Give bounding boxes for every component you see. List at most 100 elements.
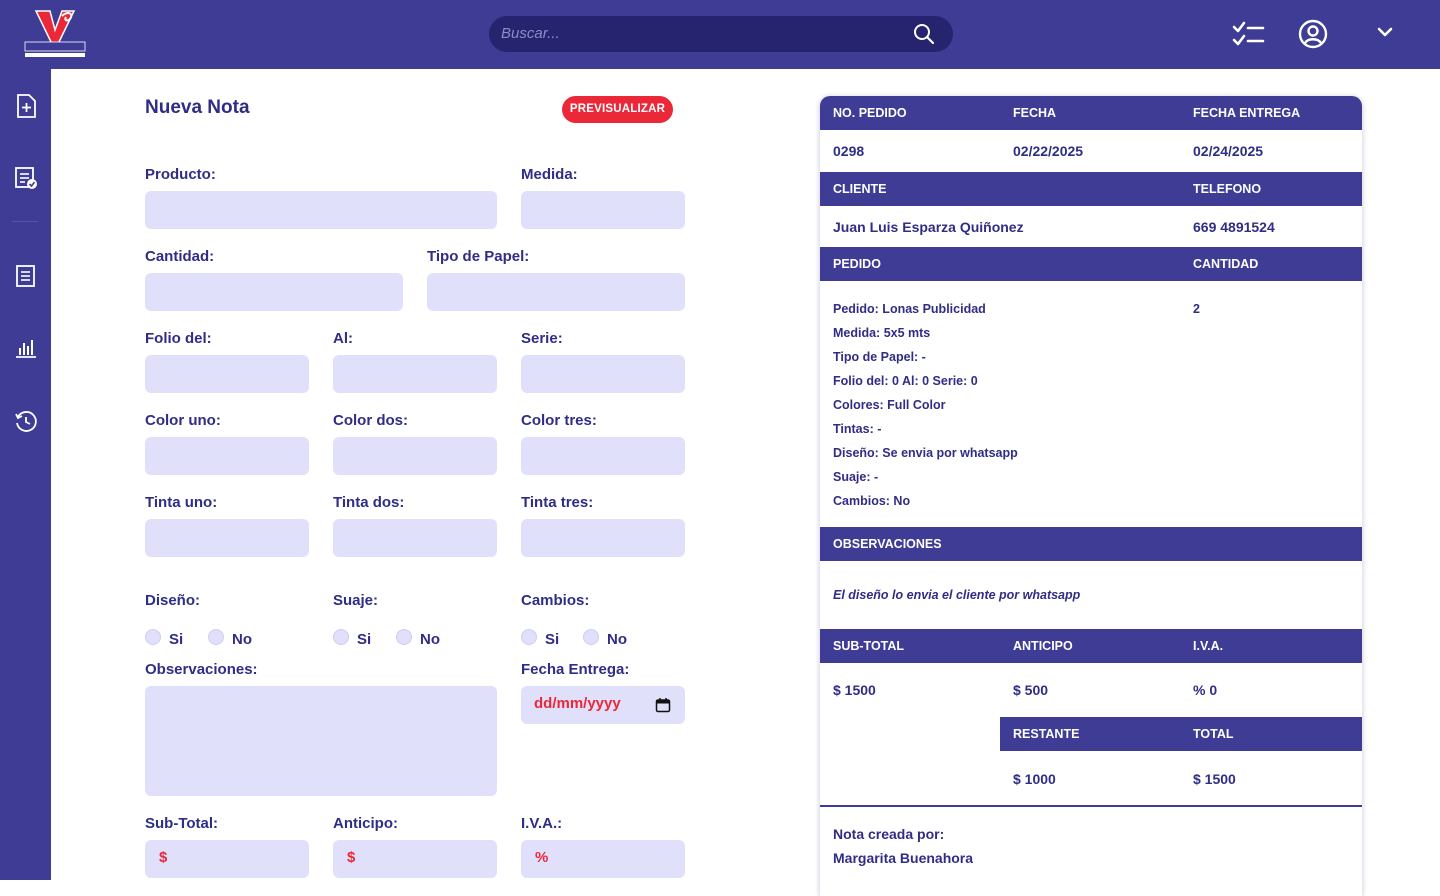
client-header-row: CLIENTE TELEFONO [820, 172, 1362, 206]
created-by-value: Margarita Buenahora [833, 850, 974, 866]
color-tres-input[interactable] [521, 437, 685, 475]
color-dos-input[interactable] [333, 437, 497, 475]
color-uno-label: Color uno: [145, 412, 221, 429]
new-note-icon[interactable] [13, 93, 39, 119]
color-uno-input[interactable] [145, 437, 309, 475]
percent-prefix: % [535, 849, 549, 866]
user-circle-icon[interactable] [1297, 18, 1331, 52]
no-pedido-value: 0298 [833, 143, 865, 159]
search-input[interactable]: Buscar... [501, 25, 560, 42]
observaciones-value: El diseño lo envia el cliente por whatsa… [833, 588, 1081, 602]
color-tres-label: Color tres: [521, 412, 597, 429]
search-icon[interactable] [913, 23, 935, 45]
receipt-icon[interactable] [13, 263, 39, 289]
totals-header-row: SUB-TOTAL ANTICIPO I.V.A. [820, 629, 1362, 663]
tipo-papel-input[interactable] [427, 273, 685, 311]
observaciones-header-row: OBSERVACIONES [820, 527, 1362, 561]
diseno-label: Diseño: [145, 592, 201, 609]
chevron-down-icon[interactable] [1372, 20, 1406, 54]
detail-cambios: Cambios: No [833, 494, 911, 508]
cliente-header: CLIENTE [833, 182, 887, 196]
diseno-no-radio[interactable] [208, 629, 224, 645]
telefono-value: 669 4891524 [1193, 219, 1275, 235]
detail-suaje: Suaje: - [833, 470, 879, 484]
history-icon[interactable] [13, 409, 39, 435]
preview-divider [820, 805, 1362, 807]
bar-chart-icon[interactable] [13, 335, 39, 361]
detail-colores: Colores: Full Color [833, 398, 946, 412]
cambios-no-radio[interactable] [583, 629, 599, 645]
search-bar[interactable]: Buscar... [489, 16, 953, 52]
preview-button[interactable]: PREVISUALIZAR [562, 96, 673, 123]
detail-diseno: Diseño: Se envia por whatsapp [833, 446, 1018, 460]
total-value: $ 1500 [1193, 771, 1236, 787]
suaje-si-radio[interactable] [333, 629, 349, 645]
subtotal-input[interactable]: $ [145, 840, 309, 878]
order-header-row: NO. PEDIDO FECHA FECHA ENTREGA [820, 96, 1362, 130]
detail-folio: Folio del: 0 Al: 0 Serie: 0 [833, 374, 978, 388]
fecha-entrega-label: Fecha Entrega: [521, 661, 630, 678]
observaciones-label: Observaciones: [145, 661, 258, 678]
cambios-label: Cambios: [521, 592, 590, 609]
cambios-si-radio[interactable] [521, 629, 537, 645]
fecha-entrega-header: FECHA ENTREGA [1193, 106, 1301, 120]
detail-tipo-papel: Tipo de Papel: - [833, 350, 926, 364]
tinta-uno-input[interactable] [145, 519, 309, 557]
pedido-header-row: PEDIDO CANTIDAD [820, 247, 1362, 281]
fecha-value: 02/22/2025 [1013, 143, 1084, 159]
medida-label: Medida: [521, 166, 578, 183]
iva-label: I.V.A.: [521, 815, 563, 832]
subtotal-value: $ 1500 [833, 682, 876, 698]
cantidad-input[interactable] [145, 273, 403, 311]
folio-del-input[interactable] [145, 355, 309, 393]
suaje-label: Suaje: [333, 592, 379, 609]
checklist-icon[interactable] [1231, 18, 1265, 52]
diseno-si-label: Si [169, 631, 184, 648]
fecha-entrega-value: 02/24/2025 [1193, 143, 1264, 159]
detail-pedido: Pedido: Lonas Publicidad [833, 302, 986, 316]
fecha-entrega-input[interactable]: dd/mm/yyyy [521, 686, 685, 724]
balance-header-row: RESTANTE TOTAL [1000, 717, 1362, 751]
sidebar [0, 69, 51, 880]
notes-list-icon[interactable] [13, 165, 39, 191]
medida-input[interactable] [521, 191, 685, 229]
cantidad-header: CANTIDAD [1193, 257, 1259, 271]
suaje-si-label: Si [357, 631, 372, 648]
venado-logo[interactable] [22, 8, 88, 60]
serie-label: Serie: [521, 330, 563, 347]
restante-header: RESTANTE [1013, 727, 1080, 741]
fecha-header: FECHA [1013, 106, 1057, 120]
folio-del-label: Folio del: [145, 330, 212, 347]
cambios-si-label: Si [545, 631, 560, 648]
tinta-dos-input[interactable] [333, 519, 497, 557]
currency-prefix: $ [347, 849, 356, 866]
order-preview-card: NO. PEDIDO FECHA FECHA ENTREGA 0298 02/2… [820, 96, 1362, 896]
pedido-header: PEDIDO [833, 257, 881, 271]
no-pedido-header: NO. PEDIDO [833, 106, 907, 120]
producto-input[interactable] [145, 191, 497, 229]
cliente-value: Juan Luis Esparza Quiñonez [833, 219, 1024, 235]
serie-input[interactable] [521, 355, 685, 393]
producto-label: Producto: [145, 166, 216, 183]
anticipo-input[interactable]: $ [333, 840, 497, 878]
diseno-si-radio[interactable] [145, 629, 161, 645]
total-header: TOTAL [1193, 727, 1234, 741]
iva-input[interactable]: % [521, 840, 685, 878]
restante-value: $ 1000 [1013, 771, 1056, 787]
tinta-tres-input[interactable] [521, 519, 685, 557]
diseno-no-label: No [232, 631, 252, 648]
suaje-no-label: No [420, 631, 440, 648]
tinta-uno-label: Tinta uno: [145, 494, 218, 511]
iva-value: % 0 [1193, 682, 1218, 698]
al-input[interactable] [333, 355, 497, 393]
anticipo-label: Anticipo: [333, 815, 398, 832]
observaciones-textarea[interactable] [145, 686, 497, 796]
subtotal-header: SUB-TOTAL [833, 639, 905, 653]
calendar-icon[interactable] [655, 697, 671, 713]
suaje-no-radio[interactable] [396, 629, 412, 645]
al-label: Al: [333, 330, 353, 347]
subtotal-label: Sub-Total: [145, 815, 219, 832]
anticipo-value: $ 500 [1013, 682, 1049, 698]
created-by-label: Nota creada por: [833, 826, 945, 842]
anticipo-header: ANTICIPO [1013, 639, 1073, 653]
